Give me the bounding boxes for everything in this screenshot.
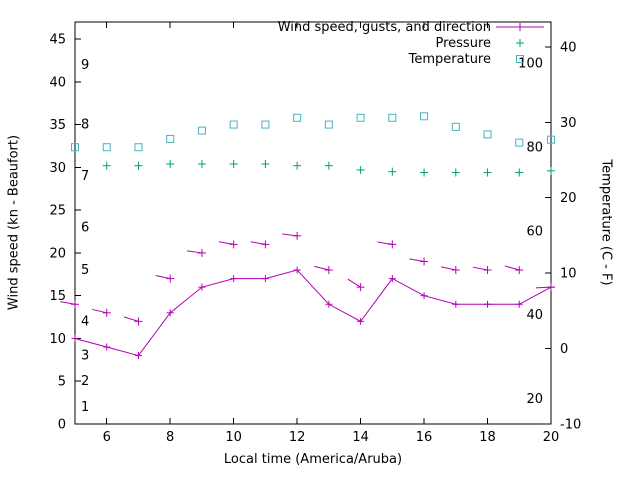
beaufort-label: 8 — [81, 118, 89, 133]
y2-axis-title: Temperature (C - F) — [598, 159, 614, 286]
wind-legend-marker — [496, 20, 544, 34]
beaufort-label: 3 — [81, 349, 89, 364]
y-axis-title: Wind speed (kn - Beaufort) — [6, 134, 22, 311]
y2-tick-label: 20 — [560, 191, 577, 206]
y-tick-label: 35 — [49, 118, 66, 133]
pressure-series — [102, 159, 555, 177]
legend-label-pressure: Pressure — [435, 35, 491, 51]
fahrenheit-label: 100 — [518, 57, 543, 72]
y-tick-label: 5 — [58, 375, 66, 390]
y-tick-label: 30 — [49, 161, 66, 176]
plus-marker-glyph — [516, 39, 524, 47]
line-plus-marker-glyph — [496, 23, 544, 31]
x-tick-label: 6 — [103, 430, 111, 445]
y-tick-label: 0 — [58, 418, 66, 433]
y-tick-label: 10 — [49, 332, 66, 347]
beaufort-label: 1 — [81, 400, 89, 415]
legend-item-pressure: Pressure — [435, 35, 544, 51]
wind-speed-series — [71, 266, 555, 360]
legend-label-temperature: Temperature — [408, 51, 491, 67]
beaufort-label: 9 — [81, 58, 89, 73]
fahrenheit-label: 20 — [526, 392, 543, 407]
y2-tick-label: 30 — [560, 116, 577, 131]
square-marker-glyph — [516, 55, 524, 63]
x-tick-label: 8 — [166, 430, 174, 445]
x-tick-label: 14 — [352, 430, 369, 445]
x-tick-label: 20 — [543, 430, 560, 445]
y-tick-label: 40 — [49, 75, 66, 90]
y-tick-label: 20 — [49, 246, 66, 261]
fahrenheit-label: 80 — [526, 140, 543, 155]
legend: Wind speed, gusts, and direction Pressur… — [278, 19, 544, 67]
beaufort-label: 5 — [81, 263, 89, 278]
x-tick-label: 16 — [416, 430, 433, 445]
pressure-legend-marker — [496, 36, 544, 50]
legend-item-temperature: Temperature — [409, 51, 544, 67]
gusts-series — [60, 231, 555, 326]
beaufort-label: 7 — [81, 169, 89, 184]
axes — [74, 21, 552, 425]
temperature-legend-marker — [496, 52, 544, 66]
y2-tick-label: 10 — [560, 267, 577, 282]
legend-label-wind: Wind speed, gusts, and direction — [277, 19, 491, 35]
x-tick-label: 18 — [479, 430, 496, 445]
y-tick-label: 25 — [49, 204, 66, 219]
x-axis-title: Local time (America/Aruba) — [223, 452, 403, 467]
temperature-series — [71, 112, 555, 152]
x-tick-label: 12 — [289, 430, 306, 445]
beaufort-label: 4 — [81, 314, 89, 329]
beaufort-label: 2 — [81, 374, 89, 389]
y2-tick-label: -10 — [560, 418, 581, 433]
beaufort-label: 6 — [81, 220, 89, 235]
legend-item-wind: Wind speed, gusts, and direction — [278, 19, 544, 35]
y-tick-label: 15 — [49, 289, 66, 304]
fahrenheit-label: 60 — [526, 224, 543, 239]
y2-tick-label: 40 — [560, 40, 577, 55]
plot-border — [74, 21, 552, 425]
fahrenheit-label: 40 — [526, 308, 543, 323]
y-tick-label: 45 — [49, 33, 66, 48]
x-tick-label: 10 — [225, 430, 242, 445]
y2-tick-label: 0 — [560, 342, 568, 357]
